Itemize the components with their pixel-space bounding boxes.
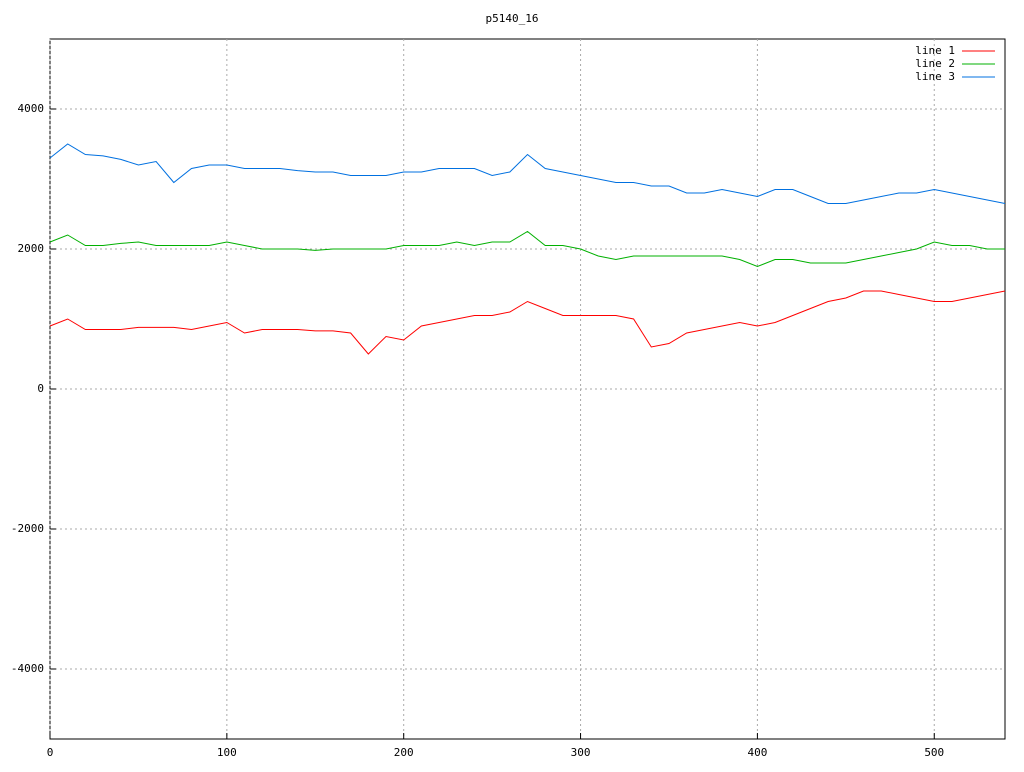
x-tick-label: 500: [924, 746, 944, 759]
x-tick-label: 200: [394, 746, 414, 759]
legend-label: line 2: [915, 57, 955, 70]
chart-title: p5140_16: [486, 12, 539, 25]
y-tick-label: 4000: [18, 102, 45, 115]
data-line: [49, 230, 1005, 268]
y-tick-label: 0: [37, 382, 44, 395]
legend-label: line 3: [915, 70, 955, 83]
y-tick-label: -2000: [11, 522, 44, 535]
y-tick-label: -4000: [11, 662, 44, 675]
legend-label: line 1: [915, 44, 955, 57]
x-tick-label: 300: [571, 746, 591, 759]
data-line: [49, 143, 1006, 204]
y-tick-label: 2000: [18, 242, 45, 255]
x-tick-label: 400: [747, 746, 767, 759]
x-tick-label: 100: [217, 746, 237, 759]
x-tick-label: 0: [47, 746, 54, 759]
data-line: [49, 290, 1006, 355]
